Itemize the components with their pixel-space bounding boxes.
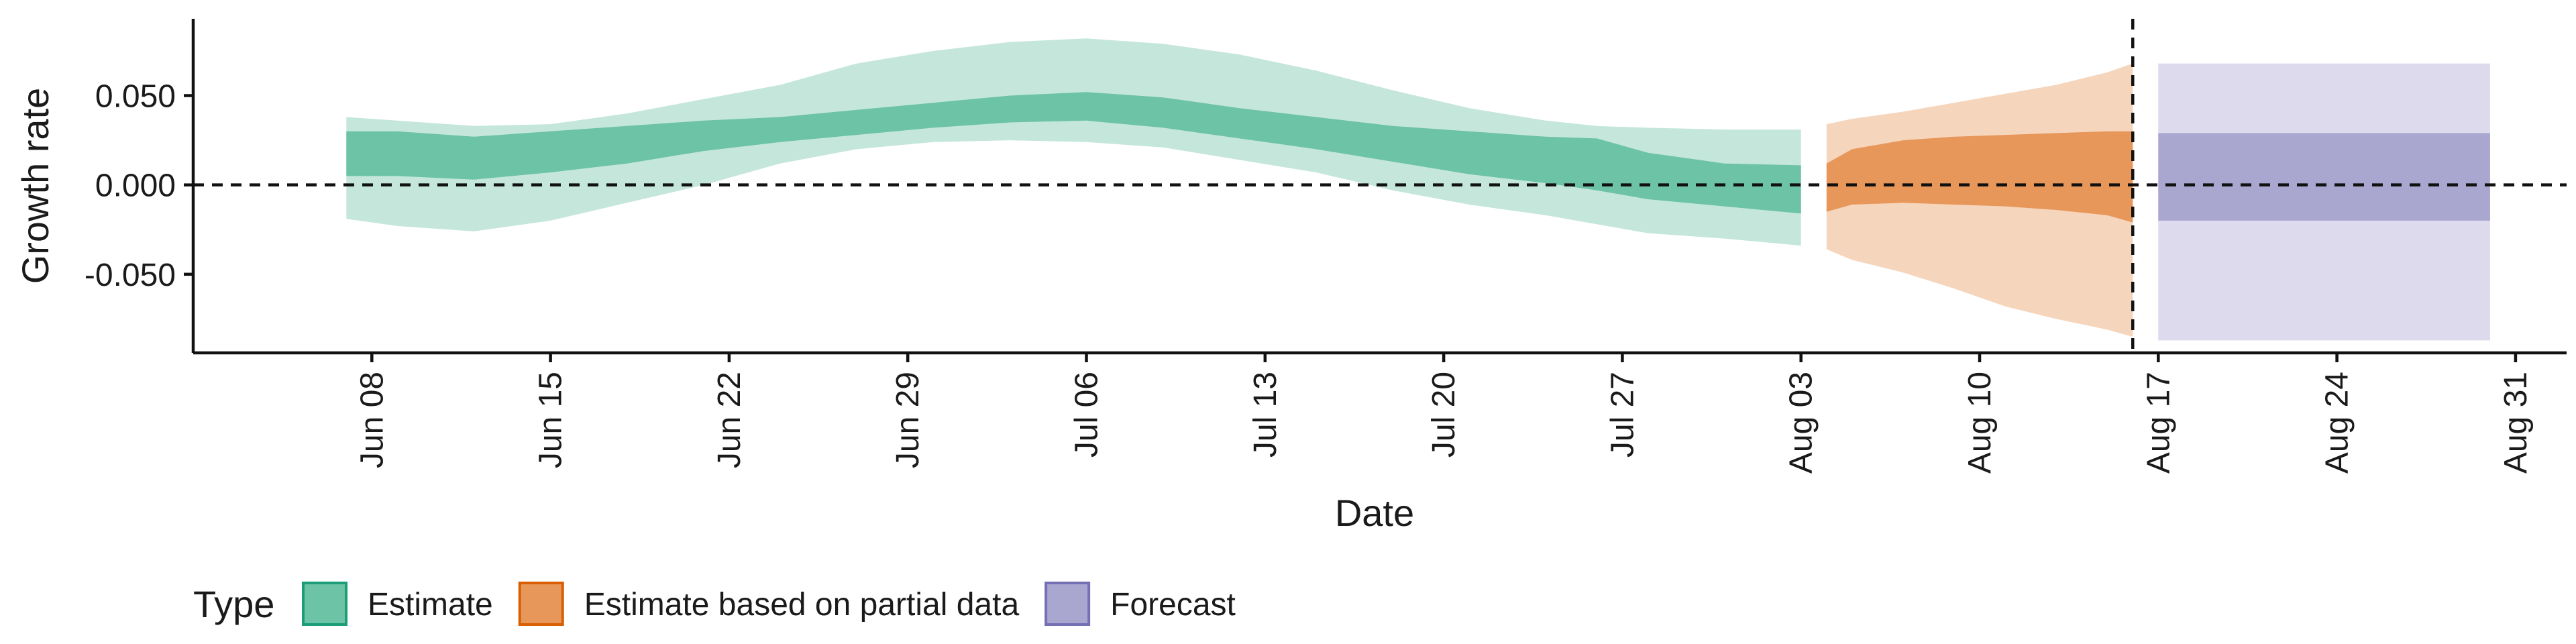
- x-tick-label: Aug 31: [2498, 372, 2534, 474]
- legend-key: [1044, 582, 1091, 626]
- x-tick-label: Jul 13: [1248, 372, 1283, 458]
- series-estimate: [346, 38, 1801, 246]
- legend-label: Estimate: [368, 587, 493, 623]
- x-tick-label: Jun 08: [354, 372, 390, 468]
- y-axis-ticks: 0.050 0.000 -0.050: [85, 79, 193, 293]
- x-tick-label: Jul 06: [1069, 372, 1105, 458]
- x-tick-label: Jun 22: [712, 372, 747, 468]
- x-tick-label: Aug 17: [2141, 372, 2176, 474]
- legend-title: Type: [193, 583, 274, 625]
- reference-lines: [193, 19, 2567, 353]
- legend-key: [518, 582, 564, 626]
- bands-layer: [346, 38, 2490, 341]
- inner-band: [1826, 131, 2133, 223]
- y-tick-label: 0.000: [95, 168, 176, 204]
- x-tick-label: Aug 03: [1784, 372, 1819, 474]
- x-tick-label: Jun 29: [890, 372, 926, 468]
- inner-band: [2158, 133, 2490, 221]
- y-tick-label: -0.050: [85, 258, 176, 293]
- x-tick-label: Aug 24: [2320, 372, 2355, 474]
- legend-item: Forecast: [1044, 582, 1236, 626]
- outer-band: [346, 38, 1801, 246]
- x-axis-ticks: Jun 08 Jun 15 Jun 22 Jun 29 Jul 06 Jul 13 Jul …: [354, 353, 2534, 474]
- legend: Type Estimate Estimate based on partial d…: [193, 582, 1236, 626]
- legend-item: Estimate: [302, 582, 493, 626]
- x-tick-label: Jun 15: [533, 372, 569, 468]
- x-axis-title: Date: [1335, 492, 1414, 534]
- series-estimate-based-on-partial-data: [1826, 63, 2133, 337]
- legend-key: [302, 582, 347, 626]
- legend-label: Estimate based on partial data: [584, 587, 1020, 623]
- x-tick-label: Aug 10: [1962, 372, 1998, 474]
- x-tick-label: Jul 27: [1605, 372, 1640, 458]
- legend-label: Forecast: [1110, 587, 1236, 623]
- series-forecast: [2158, 63, 2490, 341]
- y-tick-label: 0.050: [95, 79, 176, 115]
- inner-band: [346, 92, 1801, 214]
- x-tick-label: Jul 20: [1426, 372, 1462, 458]
- y-axis-title: Growth rate: [14, 88, 56, 284]
- legend-item: Estimate based on partial data: [518, 582, 1020, 626]
